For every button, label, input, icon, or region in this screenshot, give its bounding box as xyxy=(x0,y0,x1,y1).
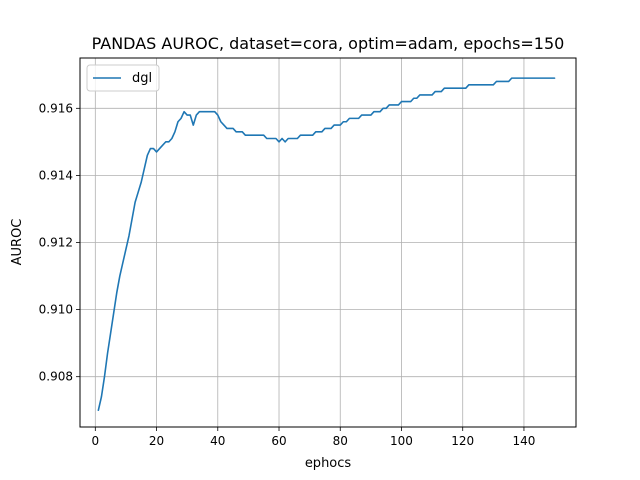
chart-title: PANDAS AUROC, dataset=cora, optim=adam, … xyxy=(92,34,565,53)
x-tick-label: 80 xyxy=(333,434,348,448)
legend-box xyxy=(86,64,160,92)
x-axis-ticks: 0 20 40 60 80 100 120 140 xyxy=(91,427,535,448)
x-tick-label: 120 xyxy=(451,434,474,448)
series-layer xyxy=(97,77,556,412)
y-axis-ticks: 0.908 0.910 0.912 0.914 0.916 xyxy=(39,101,80,384)
y-tick-label: 0.910 xyxy=(39,303,73,317)
y-tick-label: 0.912 xyxy=(39,236,73,250)
x-tick-label: 0 xyxy=(91,434,99,448)
y-tick-label: 0.916 xyxy=(39,101,73,115)
x-tick-label: 100 xyxy=(390,434,413,448)
y-tick-label: 0.914 xyxy=(39,168,73,182)
grid xyxy=(80,58,576,427)
y-tick-label: 0.908 xyxy=(39,370,73,384)
x-tick-label: 140 xyxy=(512,434,535,448)
x-tick-label: 20 xyxy=(149,434,164,448)
legend: dgl xyxy=(86,64,160,92)
x-axis-label: ephocs xyxy=(305,456,352,471)
y-axis-label: AUROC xyxy=(10,219,25,266)
x-tick-label: 40 xyxy=(210,434,225,448)
series-line-dgl xyxy=(97,77,556,412)
legend-label-dgl: dgl xyxy=(132,71,152,86)
x-tick-label: 60 xyxy=(271,434,286,448)
